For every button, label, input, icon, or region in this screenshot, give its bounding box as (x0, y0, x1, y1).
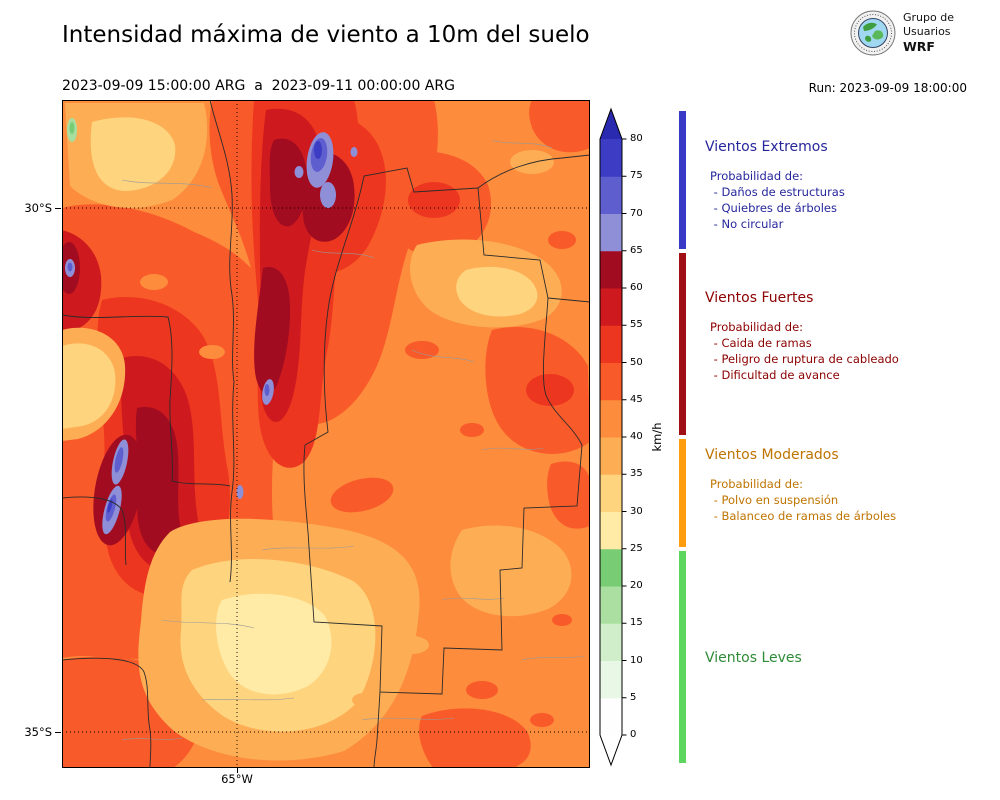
valid-period-label: 2023-09-09 15:00:00 ARG a 2023-09-11 00:… (62, 78, 455, 94)
legend-line: - Quiebres de árboles (710, 201, 837, 215)
legend-title: Vientos Fuertes (705, 290, 814, 306)
lat-label-30s: 30°S (24, 201, 52, 215)
colorbar-tick-label: 25 (630, 542, 643, 554)
colorbar-tick-label: 70 (630, 207, 643, 219)
legend-section-vientos-extremos: Vientos Extremos Probabilidad de: - Daño… (705, 139, 985, 232)
colorbar-tick-label: 65 (630, 244, 643, 256)
colorbar-tick-label: 55 (630, 319, 643, 331)
colorbar-segment (600, 139, 622, 177)
map-frame (62, 100, 590, 768)
legend-line: Probabilidad de: (710, 320, 804, 334)
wind-field-extreme-blue-spots (65, 132, 358, 535)
legend-line: - Peligro de ruptura de cableado (710, 352, 899, 366)
colorbar-under-arrow (600, 735, 622, 765)
colorbar-segment (600, 213, 622, 252)
legend-bar-2 (679, 439, 686, 547)
wind-field-green-spot (67, 118, 77, 142)
colorbar-segment (600, 474, 622, 512)
colorbar-segment (600, 548, 622, 587)
colorbar-segment (600, 660, 622, 699)
legend-line: Probabilidad de: (710, 169, 804, 183)
colorbar-tick-label: 75 (630, 170, 643, 182)
legend-bar-1 (679, 252, 686, 435)
lat-label-35s: 35°S (24, 725, 52, 739)
axis-tick (55, 732, 61, 733)
legend-title: Vientos Leves (705, 650, 802, 666)
colorbar-tick-label: 30 (630, 505, 643, 517)
colorbar-over-arrow (600, 109, 622, 139)
colorbar-segment (600, 176, 622, 214)
colorbar-segment (600, 250, 622, 289)
legend-line: Probabilidad de: (710, 477, 804, 491)
legend-lines: Probabilidad de: - Polvo en suspensión -… (705, 476, 985, 524)
logo-line-2: Usuarios (903, 24, 951, 38)
legend-bar-3 (679, 550, 686, 763)
colorbar-segment (600, 586, 622, 624)
legend-bar-0 (679, 111, 686, 249)
colorbar-tick-label: 40 (630, 431, 643, 442)
wind-intensity-map (62, 100, 590, 768)
legend-section-vientos-moderados: Vientos Moderados Probabilidad de: - Pol… (705, 447, 985, 524)
colorbar-tick-label: 50 (630, 356, 643, 368)
legend-line: - Polvo en suspensión (710, 493, 839, 507)
logo-text: Grupo de Usuarios WRF (903, 11, 954, 56)
colorbar-tick-label: 80 (630, 133, 643, 144)
legend-title: Vientos Moderados (705, 447, 839, 463)
wrf-users-group-logo: Grupo de Usuarios WRF (850, 10, 954, 56)
wind-field-light-patches (62, 103, 572, 761)
logo-line-3: WRF (903, 39, 935, 55)
colorbar-segment (600, 623, 622, 661)
colorbar-outline (599, 107, 623, 767)
province-borders (62, 100, 590, 768)
colorbar-segment (600, 697, 622, 736)
colorbar-tick-label: 20 (630, 580, 643, 591)
legend-line: - Balanceo de ramas de árboles (710, 509, 897, 523)
colorbar-tick-label: 5 (630, 691, 637, 703)
colorbar-tick-label: 45 (630, 393, 643, 405)
colorbar-tick-label: 10 (630, 654, 643, 666)
colorbar-segment (600, 511, 622, 550)
page-title: Intensidad máxima de viento a 10m del su… (62, 22, 590, 48)
colorbar-unit-label: km/h (650, 422, 664, 452)
colorbar-tick-label: 0 (630, 729, 637, 740)
axis-tick (55, 208, 61, 209)
legend-line: - Caida de ramas (710, 336, 812, 350)
colorbar-segment (600, 399, 622, 438)
lon-label-65w: 65°W (221, 772, 253, 786)
graticule-lines (62, 100, 590, 768)
colorbar-tick-label: 35 (630, 468, 643, 480)
model-run-label: Run: 2023-09-09 18:00:00 (808, 81, 967, 95)
legend-line: - Dificultad de avance (710, 368, 840, 382)
axis-tick (237, 768, 238, 773)
legend-title: Vientos Extremos (705, 139, 828, 155)
colorbar-segment (600, 288, 622, 326)
colorbar-segment (600, 325, 622, 363)
colorbar-tick-label: 15 (630, 617, 643, 629)
department-borders (121, 139, 585, 741)
legend-line: - No circular (710, 217, 784, 231)
colorbar-tick-label: 60 (630, 282, 643, 293)
legend-line: - Daños de estructuras (710, 185, 845, 199)
legend-lines: Probabilidad de: - Caida de ramas - Peli… (705, 319, 985, 383)
legend-section-vientos-leves: Vientos Leves (705, 650, 985, 679)
globe-icon (850, 10, 896, 56)
colorbar-segment (600, 362, 622, 401)
colorbar-segment (600, 437, 622, 475)
legend-section-vientos-fuertes: Vientos Fuertes Probabilidad de: - Caida… (705, 290, 985, 383)
logo-line-1: Grupo de (903, 10, 954, 24)
legend-lines: Probabilidad de: - Daños de estructuras … (705, 168, 985, 232)
